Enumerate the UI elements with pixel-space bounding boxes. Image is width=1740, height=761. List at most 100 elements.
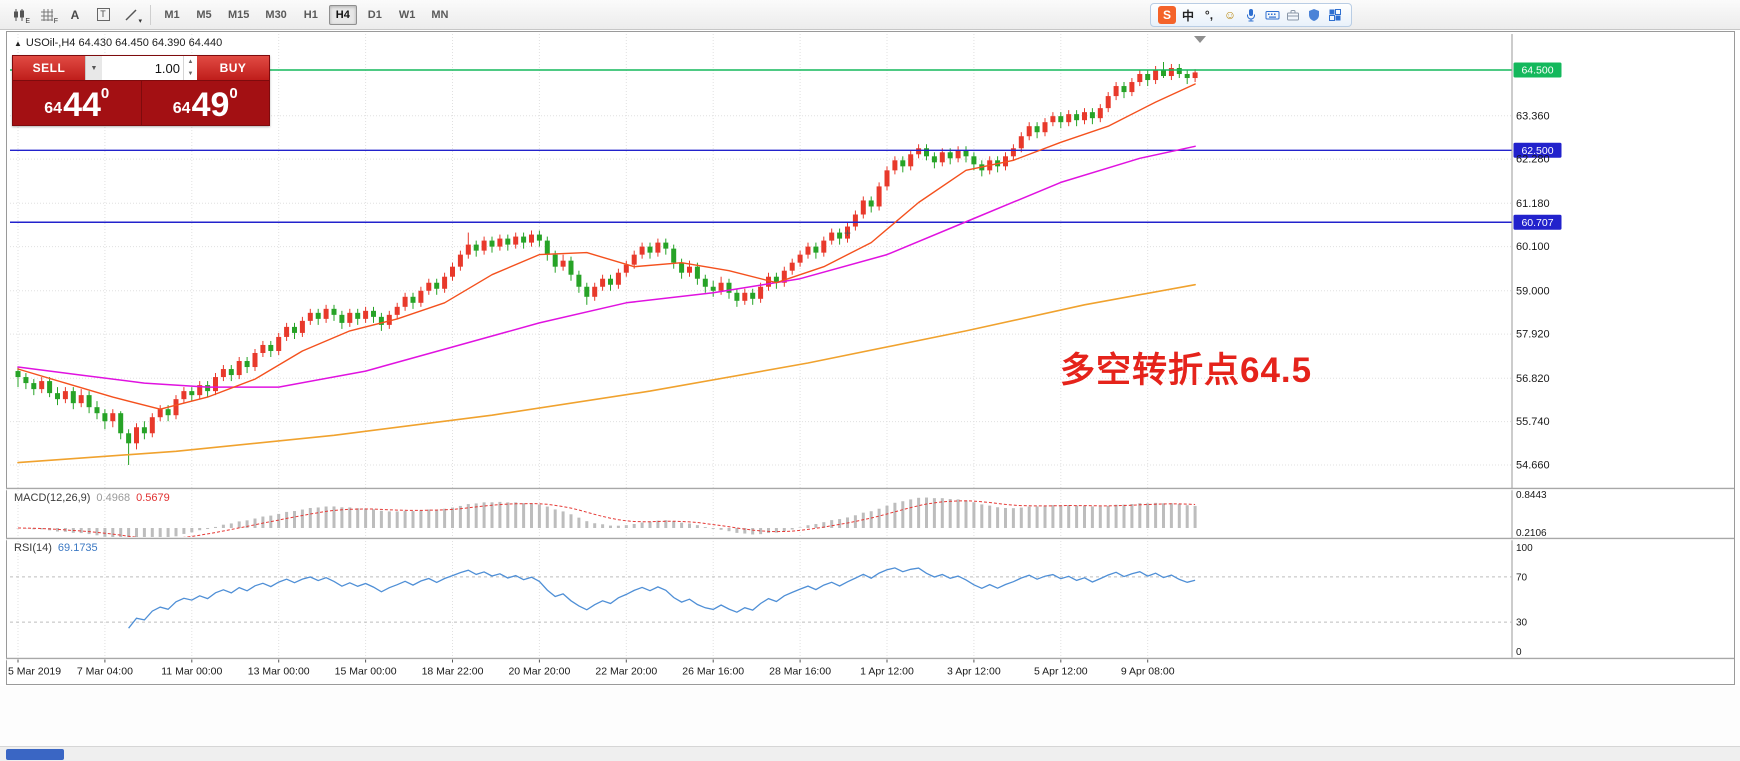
price-axis-label: 61.180 bbox=[1516, 198, 1550, 210]
trade-panel-controls: SELL ▼ 1.00 ▲ ▼ BUY bbox=[13, 56, 269, 81]
price-axis-label: 63.360 bbox=[1516, 110, 1550, 122]
sell-options-dropdown-icon[interactable]: ▼ bbox=[85, 56, 102, 80]
buy-price-big: 49 bbox=[191, 86, 230, 125]
volume-down-button[interactable]: ▼ bbox=[187, 71, 194, 77]
time-axis-label: 1 Apr 12:00 bbox=[860, 666, 914, 678]
toolbox-icon[interactable] bbox=[1284, 6, 1302, 24]
time-axis-label: 5 Mar 2019 bbox=[8, 666, 61, 678]
toolbar-separator bbox=[150, 4, 151, 25]
time-axis-label: 26 Mar 16:00 bbox=[682, 666, 744, 678]
time-axis-label: 22 Mar 20:00 bbox=[595, 666, 657, 678]
price-level-badge bbox=[1513, 142, 1562, 158]
price-level-badge bbox=[1513, 62, 1562, 78]
sell-price-big: 44 bbox=[63, 86, 101, 125]
time-axis-label: 20 Mar 20:00 bbox=[508, 666, 570, 678]
price-axis-label: 57.920 bbox=[1516, 329, 1550, 341]
timeframe-button-m1[interactable]: M1 bbox=[164, 8, 180, 21]
time-axis-label: 13 Mar 00:00 bbox=[248, 666, 310, 678]
rsi-scale-label: 0 bbox=[1516, 647, 1522, 658]
time-axis-label: 5 Apr 12:00 bbox=[1034, 666, 1088, 678]
chart-tools-group: E F A T ▾ bbox=[6, 4, 144, 26]
rsi-levels-layer bbox=[10, 576, 1512, 623]
timeframe-button-h1[interactable]: H1 bbox=[303, 8, 318, 21]
skin-grid-icon[interactable] bbox=[1326, 6, 1344, 24]
rsi-scale-label: 30 bbox=[1516, 618, 1528, 629]
buy-price-display[interactable]: 64 49 0 bbox=[142, 81, 270, 125]
macd-scale-top: 0.8443 bbox=[1516, 490, 1547, 501]
voice-input-icon[interactable] bbox=[1242, 6, 1260, 24]
macd-axis: 0.8443 0.2106 bbox=[1516, 490, 1547, 539]
level-lines-layer: 64.500 62.500 60.707 bbox=[10, 62, 1562, 230]
rsi-scale-label: 70 bbox=[1516, 572, 1528, 583]
time-axis: 5 Mar 2019 7 Mar 04:00 11 Mar 00:00 13 Mar … bbox=[8, 659, 1175, 678]
cursor-cross-marker: + bbox=[844, 226, 851, 240]
punctuation-icon[interactable]: °, bbox=[1204, 8, 1214, 22]
price-axis-label: 56.820 bbox=[1516, 373, 1550, 385]
grid-icon[interactable]: F bbox=[41, 8, 58, 25]
grid-layer bbox=[10, 34, 1512, 658]
volume-input[interactable]: 1.00 bbox=[154, 60, 180, 76]
macd-signal-value: 0.5679 bbox=[136, 492, 170, 504]
rsi-label: RSI(14) 69.1735 bbox=[14, 542, 98, 554]
timeframe-button-h4[interactable]: H4 bbox=[328, 4, 357, 25]
drawing-tools-icon[interactable]: ▾ bbox=[118, 4, 144, 26]
symbol-ohlc-text: USOil-,H4 64.430 64.450 64.390 64.440 bbox=[25, 37, 223, 49]
input-mode-icon[interactable]: 中 bbox=[1181, 8, 1194, 23]
time-axis-label: 28 Mar 16:00 bbox=[769, 666, 831, 678]
buy-price-sup: 0 bbox=[229, 85, 238, 102]
toolbar: E F A T ▾ M1 M5 M15 M30 H1 H4 D1 W1 MN S 中 °, ☺ bbox=[0, 0, 1740, 30]
volume-input-wrap: 1.00 ▲ ▼ bbox=[102, 56, 197, 80]
price-level-badge-text: 60.707 bbox=[1521, 217, 1553, 229]
trade-panel-collapse-icon[interactable]: ▲ bbox=[14, 38, 22, 48]
shield-icon[interactable] bbox=[1305, 6, 1323, 24]
horizontal-scrollbar-thumb[interactable] bbox=[6, 749, 64, 760]
macd-scale-bottom: 0.2106 bbox=[1516, 528, 1547, 539]
sell-button[interactable]: SELL bbox=[13, 56, 85, 80]
price-axis-label: 54.660 bbox=[1516, 459, 1550, 471]
time-axis-label: 9 Apr 08:00 bbox=[1121, 666, 1175, 678]
rsi-line-layer bbox=[128, 567, 1196, 629]
sell-price-prefix: 64 bbox=[44, 100, 63, 117]
emoji-icon[interactable]: ☺ bbox=[1223, 8, 1237, 22]
text-box-icon[interactable]: T bbox=[90, 4, 116, 26]
moving-averages-layer bbox=[17, 83, 1196, 464]
volume-spinner: ▲ ▼ bbox=[183, 56, 197, 80]
macd-signal-layer bbox=[17, 500, 1196, 537]
text-label-icon[interactable]: A bbox=[70, 7, 80, 22]
timeframe-button-w1[interactable]: W1 bbox=[398, 8, 416, 21]
price-axis-label: 62.280 bbox=[1516, 154, 1550, 166]
bar-chart-icon[interactable]: E bbox=[6, 4, 32, 26]
macd-label: MACD(12,26,9) 0.4968 0.5679 bbox=[14, 492, 170, 504]
price-axis-label: 55.740 bbox=[1516, 416, 1550, 428]
time-axis-label: 15 Mar 00:00 bbox=[335, 666, 397, 678]
price-axis-label: 59.000 bbox=[1516, 285, 1550, 297]
horizontal-scrollbar[interactable] bbox=[0, 746, 1740, 761]
timeframe-button-m15[interactable]: M15 bbox=[228, 8, 250, 21]
macd-value: 0.4968 bbox=[96, 492, 131, 504]
timeframe-button-m30[interactable]: M30 bbox=[265, 8, 287, 21]
trade-panel-prices: 64 44 0 64 49 0 bbox=[13, 81, 269, 125]
buy-price-prefix: 64 bbox=[172, 100, 191, 117]
rsi-axis: 100 70 30 0 bbox=[1516, 543, 1533, 658]
sogou-logo-icon[interactable]: S bbox=[1158, 6, 1176, 24]
timeframe-button-m5[interactable]: M5 bbox=[196, 8, 212, 21]
price-level-badge-text: 62.500 bbox=[1521, 145, 1553, 157]
time-axis-label: 7 Mar 04:00 bbox=[77, 666, 133, 678]
buy-button[interactable]: BUY bbox=[197, 56, 269, 80]
timeframe-toolbar: M1 M5 M15 M30 H1 H4 D1 W1 MN bbox=[157, 4, 455, 25]
chart-window bbox=[6, 31, 1735, 685]
macd-histogram-layer bbox=[16, 497, 1197, 537]
rsi-name: RSI(14) bbox=[14, 542, 52, 554]
price-axis: 63.360 62.280 61.180 60.100 59.000 57.920 56.8… bbox=[1511, 34, 1550, 658]
sell-price-display[interactable]: 64 44 0 bbox=[13, 81, 142, 125]
rsi-scale-label: 100 bbox=[1516, 543, 1533, 554]
timeframe-button-mn[interactable]: MN bbox=[431, 8, 449, 21]
time-axis-label: 11 Mar 00:00 bbox=[161, 666, 222, 678]
time-axis-label: 18 Mar 22:00 bbox=[422, 666, 484, 678]
price-level-badge-text: 64.500 bbox=[1521, 65, 1553, 77]
soft-keyboard-icon[interactable] bbox=[1263, 6, 1281, 24]
volume-up-button[interactable]: ▲ bbox=[187, 59, 194, 65]
timeframe-button-d1[interactable]: D1 bbox=[367, 8, 382, 21]
price-level-badge bbox=[1513, 214, 1562, 230]
